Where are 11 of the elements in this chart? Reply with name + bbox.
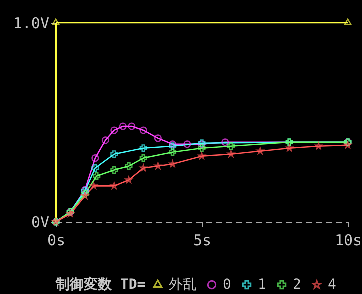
x-tick-label: 0s xyxy=(47,232,66,250)
legend-label: 0 xyxy=(223,277,232,293)
y-tick-label: 0V xyxy=(31,214,50,232)
x-tick-label: 10s xyxy=(334,232,362,250)
legend-title: 制御変数 TD= xyxy=(55,276,146,293)
legend-label: 外乱 xyxy=(169,277,197,293)
x-tick-label: 5s xyxy=(193,232,212,250)
legend-label: 1 xyxy=(258,277,266,293)
legend-label: 2 xyxy=(293,277,302,293)
y-tick-label: 1.0V xyxy=(13,14,50,32)
legend-label: 4 xyxy=(328,277,336,293)
